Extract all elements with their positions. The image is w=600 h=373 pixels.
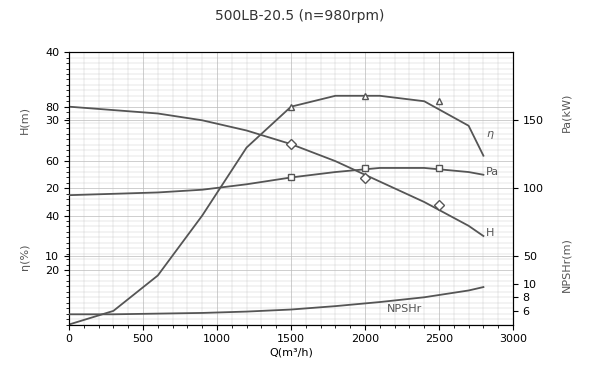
X-axis label: Q(m³/h): Q(m³/h) bbox=[269, 347, 313, 357]
Text: Pa: Pa bbox=[487, 167, 499, 177]
Text: H(m): H(m) bbox=[20, 106, 29, 134]
Text: NPSHr: NPSHr bbox=[387, 304, 422, 314]
Text: η(%): η(%) bbox=[20, 243, 29, 270]
Text: Pa(kW): Pa(kW) bbox=[561, 93, 571, 132]
Text: η: η bbox=[487, 129, 493, 139]
Text: 500LB-20.5 (n=980rpm): 500LB-20.5 (n=980rpm) bbox=[215, 9, 385, 23]
Text: H: H bbox=[487, 228, 495, 238]
Text: NPSHr(m): NPSHr(m) bbox=[561, 237, 571, 292]
